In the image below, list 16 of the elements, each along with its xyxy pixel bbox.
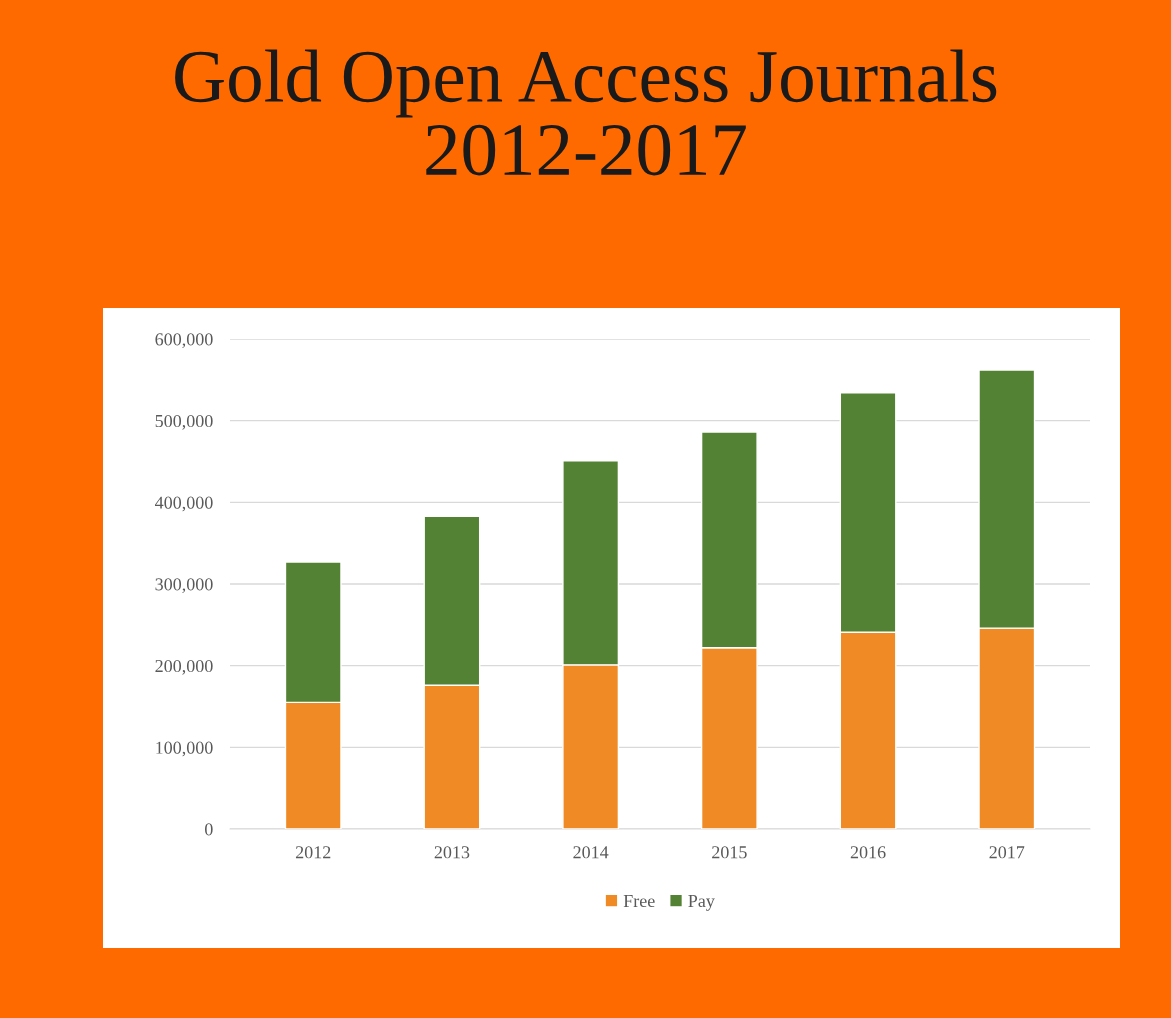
- x-tick-label: 2014: [573, 846, 609, 859]
- y-tick-label: 400,000: [155, 496, 213, 512]
- x-tick-label: 2015: [712, 846, 747, 859]
- x-tick-label: 2017: [989, 846, 1025, 859]
- legend-label: Free: [623, 895, 655, 908]
- y-tick-label: 100,000: [156, 741, 213, 757]
- x-tick-label: 2012: [295, 846, 331, 859]
- x-tick-label: 2013: [434, 846, 470, 859]
- x-tick-label: 2016: [850, 846, 886, 859]
- y-tick-label: 0: [204, 823, 213, 836]
- y-tick-label: 200,000: [155, 659, 213, 675]
- legend-label: Pay: [688, 895, 715, 911]
- chart-title: Gold Open Access Journals 2012-2017: [175, 49, 997, 176]
- y-tick-label: 300,000: [155, 578, 213, 594]
- y-tick-label: 500,000: [155, 414, 213, 430]
- y-tick-label: 600,000: [155, 333, 213, 349]
